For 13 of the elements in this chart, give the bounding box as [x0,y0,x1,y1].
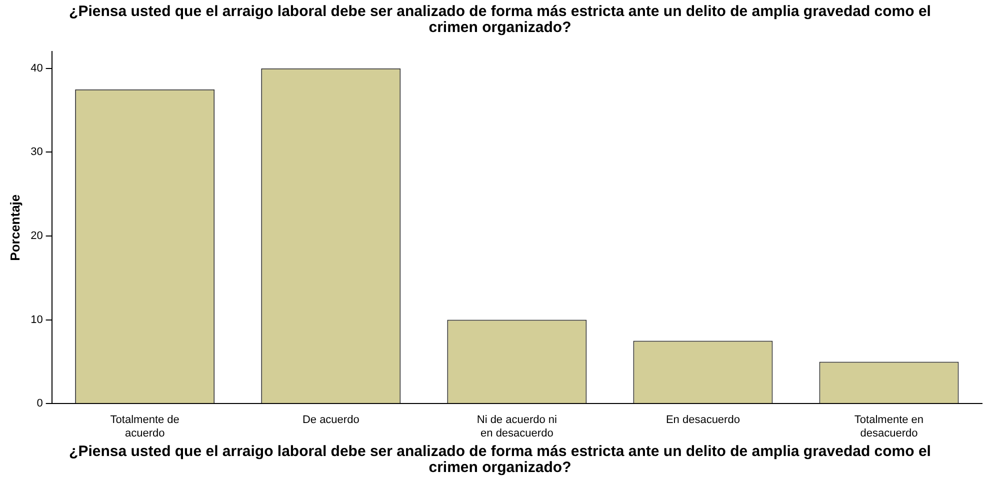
x-axis-title: ¿Piensa usted que el arraigo laboral debe ser analizado de forma más estricta ante un delito de amplia gravedad como el crimen organizado? [68,443,932,476]
x-tick-label: En desacuerdo [666,414,740,426]
x-tick-label: Ni de acuerdo ni en desacuerdo [476,414,557,440]
y-tick-label: 10 [30,314,43,326]
x-tick-label: Totalmente en desacuerdo [854,414,924,440]
x-tick-label: Totalmente de acuerdo [110,414,180,440]
y-tick-label: 20 [30,230,43,242]
chart-title: ¿Piensa usted que el arraigo laboral debe ser analizado de forma más estricta ante un delito de amplia gravedad como el crimen organizado? [68,2,932,38]
y-tick-label: 40 [30,62,43,74]
y-tick-label: 0 [36,398,43,410]
y-tick-label: 30 [30,146,43,158]
y-axis-title: Porcentaje [7,194,22,261]
x-tick-label: De acuerdo [302,414,360,426]
